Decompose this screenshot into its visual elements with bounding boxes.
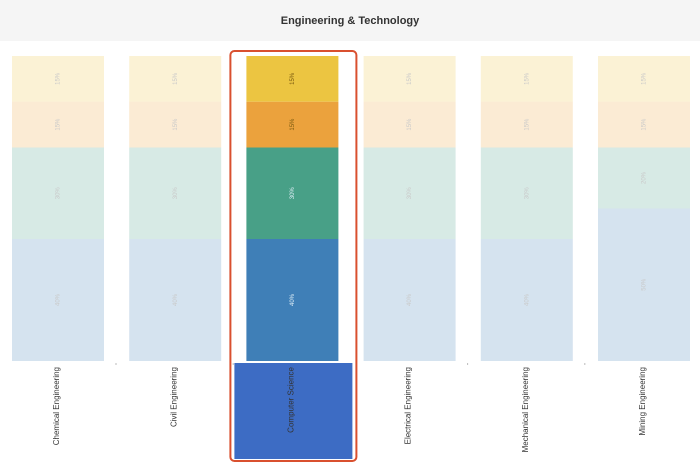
segment-value-label: 40% — [524, 293, 530, 306]
segment-value-label: 40% — [407, 293, 413, 306]
category-label[interactable]: Computer Science — [287, 366, 296, 432]
bar-segment[interactable] — [480, 147, 573, 240]
bar-segment[interactable] — [363, 101, 456, 148]
segment-value-label: 40% — [173, 293, 179, 306]
segment-value-label: 40% — [290, 293, 296, 306]
segment-value-label: 15% — [642, 118, 648, 131]
category-label[interactable]: Chemical Engineering — [52, 367, 61, 445]
bar-segment[interactable] — [363, 147, 456, 240]
bar-segment[interactable] — [246, 147, 339, 240]
segment-value-label: 15% — [524, 118, 530, 131]
segment-value-label: 30% — [407, 187, 413, 200]
segment-value-label: 15% — [642, 72, 648, 85]
segment-value-label: 15% — [407, 118, 413, 131]
bar-segment[interactable] — [598, 208, 690, 362]
segment-value-label: 30% — [173, 187, 179, 200]
bar-segment[interactable] — [363, 56, 456, 102]
segment-value-label: 15% — [524, 72, 530, 85]
segment-value-label: 30% — [524, 187, 530, 200]
stacked-bar-chart: 15% 15% 30% 40% Chemical Engineering 15% 15% 30… — [12, 50, 690, 462]
bar-segment[interactable] — [129, 56, 222, 102]
segment-value-label: 50% — [642, 278, 648, 291]
segment-value-label: 15% — [290, 72, 296, 85]
segment-value-label: 15% — [290, 118, 296, 131]
bar-segment[interactable] — [480, 56, 573, 102]
category-label[interactable]: Electrical Engineering — [404, 367, 413, 444]
segment-value-label: 15% — [173, 118, 179, 131]
chart-header: Engineering & Technology — [0, 0, 700, 41]
segment-value-label: 15% — [56, 72, 62, 85]
selected-category-background[interactable] — [234, 363, 353, 459]
segment-value-label: 20% — [642, 171, 648, 184]
segment-value-label: 15% — [407, 72, 413, 85]
segment-value-label: 40% — [56, 293, 62, 306]
bar-segment[interactable] — [246, 101, 339, 148]
category-label[interactable]: Mechanical Engineering — [521, 367, 530, 452]
bar-segment[interactable] — [246, 239, 339, 361]
bar-segment[interactable] — [363, 239, 456, 361]
selection-highlight-frame — [229, 50, 358, 462]
bar-segment[interactable] — [129, 101, 222, 148]
category-label[interactable]: Civil Engineering — [169, 367, 178, 427]
segment-value-label: 15% — [173, 72, 179, 85]
segment-value-label: 30% — [290, 187, 296, 200]
segment-value-label: 15% — [56, 118, 62, 131]
bar-segment[interactable] — [12, 101, 104, 148]
bar-segment[interactable] — [12, 239, 104, 361]
bar-segment[interactable] — [480, 239, 573, 361]
bar-segment[interactable] — [246, 56, 339, 102]
bar-segment[interactable] — [598, 56, 690, 102]
bar-segment[interactable] — [598, 101, 690, 148]
bar-segment[interactable] — [129, 147, 222, 240]
bar-segment[interactable] — [12, 147, 104, 240]
bar-segment[interactable] — [480, 101, 573, 148]
bar-segment[interactable] — [129, 239, 222, 361]
bar-segment[interactable] — [12, 56, 104, 102]
category-label[interactable]: Mining Engineering — [638, 367, 647, 436]
segment-value-label: 30% — [56, 187, 62, 200]
page-title: Engineering & Technology — [280, 14, 420, 27]
bar-segment[interactable] — [598, 147, 690, 209]
